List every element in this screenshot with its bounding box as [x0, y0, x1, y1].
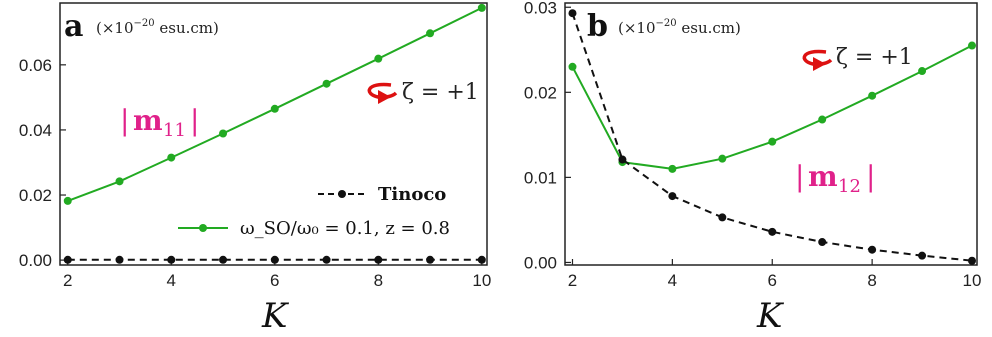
panel-b: b (×10−20 esu.cm) | m 12 | ζ = +1 2 4 6 8 10… [524, 0, 982, 336]
panel-a-label: a [64, 9, 83, 44]
panel-a-point-model [115, 177, 124, 186]
panel-b-point-tinoco [718, 213, 727, 222]
panel-a-ytick-label: 0.04 [19, 121, 52, 140]
panel-a-ytick-label: 0.00 [19, 251, 52, 270]
panel-a-units: (×10−20 esu.cm) [96, 18, 219, 37]
panel-b-xtick-label: 10 [963, 271, 982, 290]
rotation-arrow-icon [802, 49, 833, 71]
panel-a-point-model [219, 129, 228, 138]
legend-item-tinoco: Tinoco [318, 184, 446, 205]
panel-a-point-model [426, 29, 435, 38]
panel-b-point-model [868, 91, 877, 100]
panel-a-point-tinoco [270, 255, 279, 264]
panel-b-xtick-label: 2 [568, 271, 577, 290]
rotation-arrow-icon [367, 82, 398, 104]
panel-a-point-model [477, 3, 486, 12]
panel-b-point-tinoco [818, 238, 827, 247]
panel-b-ytick-label: 0.01 [524, 168, 557, 187]
panel-b-point-tinoco [568, 9, 577, 18]
panel-a-point-tinoco [322, 255, 331, 264]
panel-b-curve-label-bar-right: | [866, 160, 875, 193]
panel-a-frame [59, 2, 488, 266]
panel-b-curve-label-bar-left: | [795, 160, 804, 193]
panel-a-point-tinoco [426, 255, 435, 264]
panel-b-point-tinoco [668, 192, 677, 201]
panel-b-point-model [668, 164, 677, 173]
panel-a-xtick-label: 6 [270, 271, 279, 290]
panel-b-units: (×10−20 esu.cm) [618, 18, 741, 37]
panel-a-curve-label: | m 11 | [120, 104, 199, 141]
panel-b-point-model [968, 41, 977, 50]
panel-b-curve-label: | m 12 | [795, 160, 875, 197]
panel-a-point-model [322, 79, 331, 88]
panel-b-point-tinoco [618, 155, 627, 164]
panel-a-point-tinoco [219, 255, 228, 264]
panel-b-frame [564, 2, 978, 266]
panel-b-point-tinoco [868, 245, 877, 254]
panel-a: a (×10−20 esu.cm) | m 11 | ζ = +1 Tinoco [19, 2, 491, 336]
legend-marker-model [199, 224, 207, 232]
panel-a-xtick-label: 8 [374, 271, 383, 290]
panel-b-curve-label-sub: 12 [838, 176, 861, 197]
panel-b-series-line-tinoco [571, 12, 973, 262]
panel-a-curve-label-sub: 11 [163, 120, 186, 141]
panel-b-rotation: ζ = +1 [802, 45, 913, 71]
panel-b-xtick-label: 4 [668, 271, 677, 290]
panel-b-point-tinoco [968, 256, 977, 265]
panel-b-zeta-label: ζ = +1 [836, 45, 913, 70]
panel-b-ytick-label: 0.02 [524, 83, 557, 102]
panel-b-curve-label-m: m [808, 160, 838, 193]
panel-b-point-model [568, 62, 577, 71]
panel-b-xtick-label: 8 [867, 271, 876, 290]
panel-a-xtick-label: 4 [167, 271, 176, 290]
panel-a-point-tinoco [374, 255, 383, 264]
panel-b-xlabel: K [756, 296, 785, 336]
panel-a-zeta-label: ζ = +1 [402, 80, 479, 105]
panel-b-point-model [818, 115, 827, 124]
panel-a-point-tinoco [477, 255, 486, 264]
panel-b-point-tinoco [768, 227, 777, 236]
panel-b-point-model [918, 67, 927, 76]
panel-a-point-tinoco [63, 255, 72, 264]
panel-a-point-model [167, 153, 176, 162]
panel-b-ytick-label: 0.00 [524, 253, 557, 272]
panel-a-ytick-label: 0.06 [19, 56, 52, 75]
panel-a-ytick-label: 0.02 [19, 186, 52, 205]
panel-a-xtick-label: 2 [63, 271, 72, 290]
panel-b-point-tinoco [918, 251, 927, 260]
panel-a-curve-label-bar-right: | [190, 104, 199, 137]
panel-a-point-model [270, 104, 279, 113]
panel-a-point-model [63, 196, 72, 205]
panel-a-curve-label-m: m [133, 104, 163, 137]
panel-a-xlabel: K [261, 296, 290, 336]
panel-a-curve-label-bar-left: | [120, 104, 129, 137]
panel-a-point-model [374, 54, 383, 63]
panel-a-plot: 2 4 6 8 10 0.00 0.02 0.04 0.06 [19, 3, 491, 290]
panel-b-point-model [718, 154, 727, 163]
panel-b-point-model [768, 137, 777, 146]
panel-a-legend: Tinoco ω_SO/ω₀ = 0.1, z = 0.8 [178, 184, 450, 239]
panel-a-xtick-label: 10 [472, 271, 491, 290]
panel-a-point-tinoco [167, 255, 176, 264]
legend-label-tinoco: Tinoco [378, 184, 446, 205]
panel-b-plot: 2 4 6 8 10 0.00 0.01 0.02 0.03 [524, 0, 982, 290]
legend-label-model: ω_SO/ω₀ = 0.1, z = 0.8 [240, 218, 450, 239]
panel-b-xtick-label: 6 [768, 271, 777, 290]
legend-item-model: ω_SO/ω₀ = 0.1, z = 0.8 [178, 218, 450, 239]
panel-a-point-tinoco [115, 255, 124, 264]
legend-marker-tinoco [338, 190, 346, 198]
panel-b-ytick-label: 0.03 [524, 0, 557, 17]
panel-a-rotation: ζ = +1 [367, 80, 479, 105]
panel-b-label: b [587, 9, 608, 44]
